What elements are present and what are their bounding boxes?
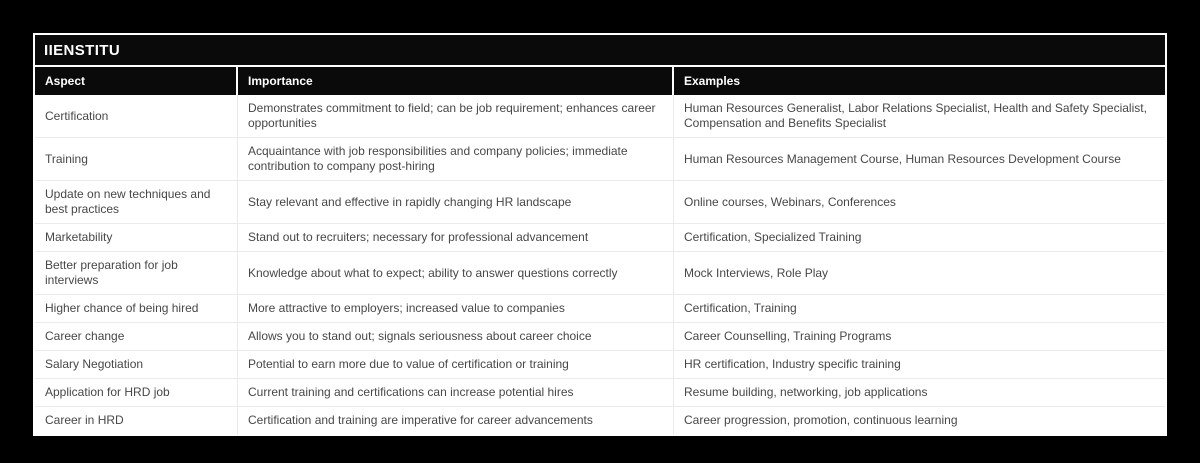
aspect-cell: Certification [35, 95, 238, 138]
examples-cell: Human Resources Generalist, Labor Relati… [674, 95, 1165, 138]
importance-cell: Potential to earn more due to value of c… [238, 351, 674, 379]
importance-cell: Certification and training are imperativ… [238, 407, 674, 434]
table-row: Training Acquaintance with job responsib… [35, 138, 1165, 181]
table-header: Aspect Importance Examples [35, 67, 1165, 95]
aspect-cell: Better preparation for job interviews [35, 252, 238, 295]
aspect-cell: Salary Negotiation [35, 351, 238, 379]
hr-comparison-table: Aspect Importance Examples Certification… [35, 67, 1165, 434]
table-row: Career change Allows you to stand out; s… [35, 323, 1165, 351]
aspect-cell: Career change [35, 323, 238, 351]
table-row: Higher chance of being hired More attrac… [35, 295, 1165, 323]
importance-cell: Current training and certifications can … [238, 379, 674, 407]
aspect-cell: Update on new techniques and best practi… [35, 181, 238, 224]
table-row: Marketability Stand out to recruiters; n… [35, 224, 1165, 252]
table-body: Certification Demonstrates commitment to… [35, 95, 1165, 434]
aspect-cell: Training [35, 138, 238, 181]
examples-cell: Online courses, Webinars, Conferences [674, 181, 1165, 224]
page-title: IIENSTITU [35, 35, 1165, 65]
importance-cell: Stand out to recruiters; necessary for p… [238, 224, 674, 252]
examples-cell: Certification, Specialized Training [674, 224, 1165, 252]
table-row: Salary Negotiation Potential to earn mor… [35, 351, 1165, 379]
table-row: Career in HRD Certification and training… [35, 407, 1165, 434]
importance-cell: Demonstrates commitment to field; can be… [238, 95, 674, 138]
importance-cell: Knowledge about what to expect; ability … [238, 252, 674, 295]
importance-cell: Stay relevant and effective in rapidly c… [238, 181, 674, 224]
examples-cell: Certification, Training [674, 295, 1165, 323]
aspect-cell: Higher chance of being hired [35, 295, 238, 323]
examples-cell: Mock Interviews, Role Play [674, 252, 1165, 295]
examples-cell: Resume building, networking, job applica… [674, 379, 1165, 407]
table-card: IIENSTITU Aspect Importance Examples Cer… [33, 33, 1167, 436]
table-row: Certification Demonstrates commitment to… [35, 95, 1165, 138]
aspect-cell: Marketability [35, 224, 238, 252]
aspect-cell: Career in HRD [35, 407, 238, 434]
importance-cell: Allows you to stand out; signals serious… [238, 323, 674, 351]
importance-cell: More attractive to employers; increased … [238, 295, 674, 323]
examples-cell: Career progression, promotion, continuou… [684, 413, 958, 427]
header-row: Aspect Importance Examples [35, 67, 1165, 95]
table-row: Update on new techniques and best practi… [35, 181, 1165, 224]
column-header-importance: Importance [238, 67, 674, 95]
table-row: Better preparation for job interviews Kn… [35, 252, 1165, 295]
column-header-aspect: Aspect [35, 67, 238, 95]
examples-cell: HR certification, Industry specific trai… [674, 351, 1165, 379]
column-header-examples: Examples [674, 67, 1165, 95]
importance-cell: Acquaintance with job responsibilities a… [238, 138, 674, 181]
examples-cell: Career Counselling, Training Programs [674, 323, 1165, 351]
aspect-cell: Application for HRD job [35, 379, 238, 407]
table-row: Application for HRD job Current training… [35, 379, 1165, 407]
examples-cell: Human Resources Management Course, Human… [674, 138, 1165, 181]
